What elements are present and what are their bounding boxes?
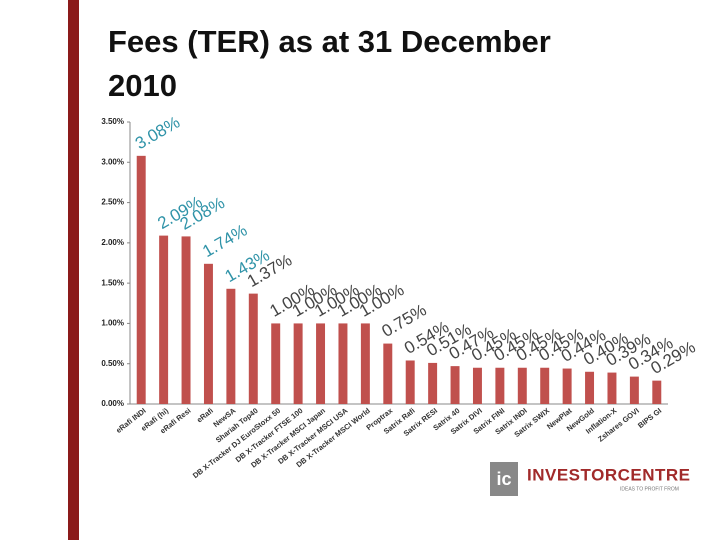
bar [203,263,213,404]
chart-title: Fees (TER) as at 31 December 2010 [108,24,551,103]
bar [136,155,146,404]
logo-name: INVESTORCENTRE [527,465,691,484]
logo-tagline: IDEAS TO PROFIT FROM [620,486,679,492]
y-tick-label: 3.50% [101,117,124,126]
y-tick-label: 2.00% [101,238,124,247]
bar [629,376,639,404]
value-label: 1.74% [199,221,250,262]
bar [248,293,258,404]
y-tick-label: 2.50% [101,198,124,207]
bar [652,380,662,404]
bar [517,367,527,404]
x-tick-label: BIPS GI [636,406,663,430]
logo: ic INVESTORCENTRE IDEAS TO PROFIT FROM [490,462,691,496]
bar [316,323,326,404]
bar [450,366,460,404]
bar [540,367,550,404]
bar [585,371,595,404]
y-tick-label: 1.00% [101,319,124,328]
logo-mark: ic [496,469,511,489]
bar [338,323,348,404]
y-tick-label: 3.00% [101,157,124,166]
y-tick-label: 1.50% [101,278,124,287]
bar [360,323,370,404]
bar [226,288,236,404]
bar [428,362,438,404]
bar [383,343,393,404]
bar [405,360,415,404]
logo-box [490,462,518,496]
bar [495,367,505,404]
bar [293,323,303,404]
bar [562,368,572,404]
y-tick-label: 0.00% [101,399,124,408]
y-tick-label: 0.50% [101,359,124,368]
bar [181,236,191,404]
accent-strip [68,0,79,540]
bar [159,235,169,404]
bar [271,323,281,404]
bar [607,372,617,404]
value-label: 3.08% [132,113,183,154]
bar [472,367,482,404]
